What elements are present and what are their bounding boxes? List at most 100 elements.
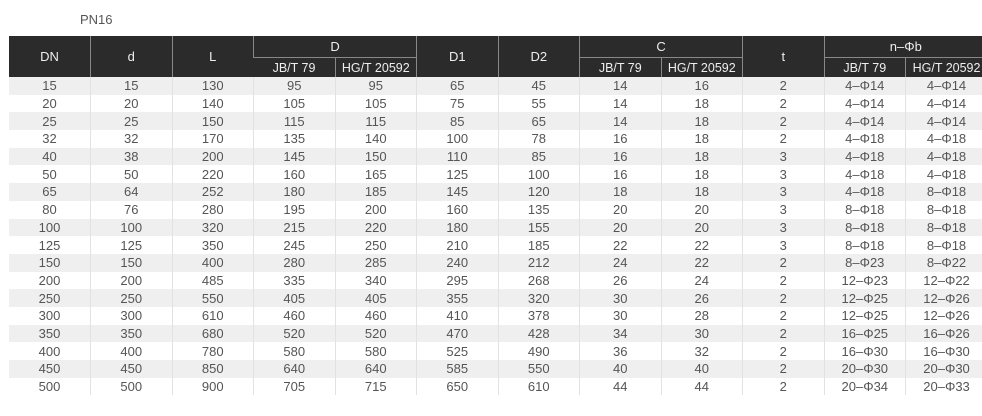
table-cell: 20–Φ33 <box>905 377 982 396</box>
table-cell: 2 <box>742 271 825 290</box>
table-cell: 160 <box>253 165 335 184</box>
table-cell: 40 <box>9 147 91 166</box>
table-cell: 250 <box>334 236 417 254</box>
table-cell: 100 <box>497 165 580 184</box>
table-cell: 140 <box>334 130 417 148</box>
table-cell: 26 <box>660 289 743 307</box>
table-cell: 15 <box>90 77 172 95</box>
table-cell: 32 <box>9 130 91 148</box>
table-cell: 580 <box>334 342 417 360</box>
table-row: 80 76 280 195 200 160 135 20 20 3 8–Φ18 8–Φ18 <box>9 200 982 219</box>
header-d1: D1 <box>416 36 499 77</box>
table-body: 15 15 130 95 95 65 45 14 16 2 4–Φ14 4–Φ14 20 20 140 105… <box>9 77 982 396</box>
table-cell: 405 <box>253 289 335 307</box>
table-cell: 500 <box>90 377 172 396</box>
table-cell: 110 <box>416 147 499 166</box>
table-cell: 65 <box>416 77 499 95</box>
table-cell: 65 <box>9 183 91 201</box>
table-cell: 300 <box>90 306 172 325</box>
table-cell: 4–Φ18 <box>823 165 906 184</box>
table-cell: 215 <box>253 218 335 237</box>
table-cell: 95 <box>253 77 335 95</box>
table-cell: 4–Φ14 <box>905 77 982 95</box>
table-cell: 65 <box>497 112 580 131</box>
table-cell: 350 <box>90 324 172 343</box>
table-cell: 12–Φ26 <box>905 306 982 325</box>
header-d: d <box>90 36 172 77</box>
table-cell: 252 <box>171 183 254 201</box>
table-cell: 300 <box>9 306 91 325</box>
subheader-nphib-hg: HG/T 20592 <box>905 57 982 77</box>
table-cell: 18 <box>660 147 743 166</box>
subheader-c-hg: HG/T 20592 <box>660 57 743 77</box>
table-cell: 18 <box>579 183 662 201</box>
table-cell: 3 <box>742 218 825 237</box>
subheader-nphib-jb: JB/T 79 <box>823 57 906 77</box>
table-cell: 378 <box>497 306 580 325</box>
table-cell: 18 <box>660 165 743 184</box>
table-cell: 24 <box>579 253 662 272</box>
table-cell: 20 <box>660 200 743 219</box>
table-cell: 160 <box>416 200 499 219</box>
table-row: 50 50 220 160 165 125 100 16 18 3 4–Φ18 4–Φ18 <box>9 165 982 184</box>
table-cell: 485 <box>171 271 254 290</box>
table-cell: 30 <box>579 306 662 325</box>
table-cell: 12–Φ23 <box>823 271 906 290</box>
table-cell: 355 <box>416 289 499 307</box>
table-cell: 25 <box>90 112 172 131</box>
table-row: 15 15 130 95 95 65 45 14 16 2 4–Φ14 4–Φ14 <box>9 77 982 95</box>
table-cell: 250 <box>9 289 91 307</box>
table-cell: 4–Φ14 <box>823 77 906 95</box>
table-cell: 16 <box>579 130 662 148</box>
table-cell: 200 <box>171 147 254 166</box>
table-cell: 4–Φ18 <box>823 183 906 201</box>
table-cell: 28 <box>660 306 743 325</box>
table-cell: 20–Φ30 <box>905 360 982 378</box>
table-cell: 245 <box>253 236 335 254</box>
table-cell: 8–Φ18 <box>905 218 982 237</box>
table-cell: 105 <box>334 94 417 113</box>
table-cell: 120 <box>497 183 580 201</box>
header-D: D <box>252 36 417 58</box>
table-cell: 8–Φ23 <box>823 253 906 272</box>
table-cell: 8–Φ22 <box>905 253 982 272</box>
table-cell: 38 <box>90 147 172 166</box>
table-cell: 36 <box>579 342 662 360</box>
table-cell: 150 <box>9 253 91 272</box>
table-cell: 580 <box>253 342 335 360</box>
table-cell: 8–Φ18 <box>823 236 906 254</box>
table-cell: 115 <box>253 112 335 131</box>
table-cell: 850 <box>171 360 254 378</box>
table-cell: 780 <box>171 342 254 360</box>
table-cell: 64 <box>90 183 172 201</box>
table-cell: 400 <box>9 342 91 360</box>
table-cell: 16 <box>579 147 662 166</box>
table-cell: 85 <box>416 112 499 131</box>
table-cell: 525 <box>416 342 499 360</box>
table-cell: 250 <box>90 289 172 307</box>
table-cell: 40 <box>660 360 743 378</box>
table-cell: 4–Φ18 <box>905 147 982 166</box>
table-title: PN16 <box>80 12 113 27</box>
table-cell: 268 <box>497 271 580 290</box>
pn16-dimension-table: DN d L D D1 D2 C t n–Φb JB/T 79 HG/T 205… <box>9 36 982 396</box>
table-cell: 165 <box>334 165 417 184</box>
table-cell: 125 <box>9 236 91 254</box>
table-row: 40 38 200 145 150 110 85 16 18 3 4–Φ18 4–Φ18 <box>9 147 982 166</box>
table-cell: 3 <box>742 165 825 184</box>
table-cell: 295 <box>416 271 499 290</box>
table-row: 100 100 320 215 220 180 155 20 20 3 8–Φ18 8–Φ18 <box>9 218 982 237</box>
table-cell: 610 <box>171 306 254 325</box>
table-cell: 125 <box>416 165 499 184</box>
table-row: 65 64 252 180 185 145 120 18 18 3 4–Φ18 8–Φ18 <box>9 183 982 201</box>
table-cell: 12–Φ22 <box>905 271 982 290</box>
table-cell: 4–Φ14 <box>905 94 982 113</box>
table-cell: 30 <box>579 289 662 307</box>
table-cell: 32 <box>90 130 172 148</box>
table-cell: 680 <box>171 324 254 343</box>
table-cell: 150 <box>334 147 417 166</box>
table-cell: 8–Φ18 <box>823 218 906 237</box>
table-cell: 2 <box>742 324 825 343</box>
table-cell: 185 <box>334 183 417 201</box>
subheader-c-jb: JB/T 79 <box>579 57 662 77</box>
